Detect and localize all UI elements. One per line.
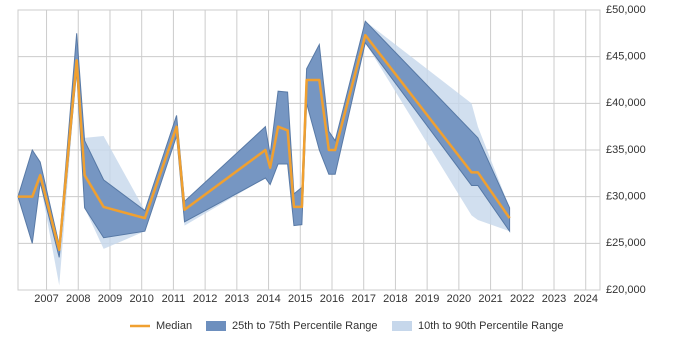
x-tick-label: 2007	[34, 293, 58, 305]
legend-swatch	[392, 321, 412, 331]
x-tick-label: 2015	[288, 293, 312, 305]
x-tick-label: 2013	[225, 293, 249, 305]
x-tick-label: 2020	[447, 293, 471, 305]
x-tick-label: 2011	[162, 293, 186, 305]
x-tick-label: 2019	[415, 293, 439, 305]
y-tick-label: £30,000	[606, 191, 646, 203]
legend-label: 10th to 90th Percentile Range	[418, 320, 564, 332]
x-tick-label: 2016	[320, 293, 344, 305]
x-tick-label: 2024	[573, 293, 597, 305]
x-tick-label: 2009	[98, 293, 122, 305]
x-tick-label: 2017	[351, 293, 375, 305]
median-line	[18, 33, 511, 252]
legend-swatch	[206, 321, 226, 331]
y-tick-label: £25,000	[606, 237, 646, 249]
legend-label: 25th to 75th Percentile Range	[232, 320, 378, 332]
x-tick-label: 2012	[193, 293, 217, 305]
y-tick-label: £40,000	[606, 97, 646, 109]
y-tick-label: £35,000	[606, 144, 646, 156]
legend-label: Median	[156, 320, 192, 332]
y-tick-label: £20,000	[606, 284, 646, 296]
x-tick-label: 2018	[383, 293, 407, 305]
y-tick-label: £50,000	[606, 4, 646, 16]
x-tick-label: 2023	[542, 293, 566, 305]
x-tick-label: 2008	[66, 293, 90, 305]
x-tick-label: 2022	[510, 293, 534, 305]
x-tick-label: 2010	[129, 293, 153, 305]
y-tick-label: £45,000	[606, 51, 646, 63]
x-tick-label: 2021	[478, 293, 502, 305]
x-tick-label: 2014	[256, 293, 280, 305]
percentile-band	[17, 20, 511, 258]
